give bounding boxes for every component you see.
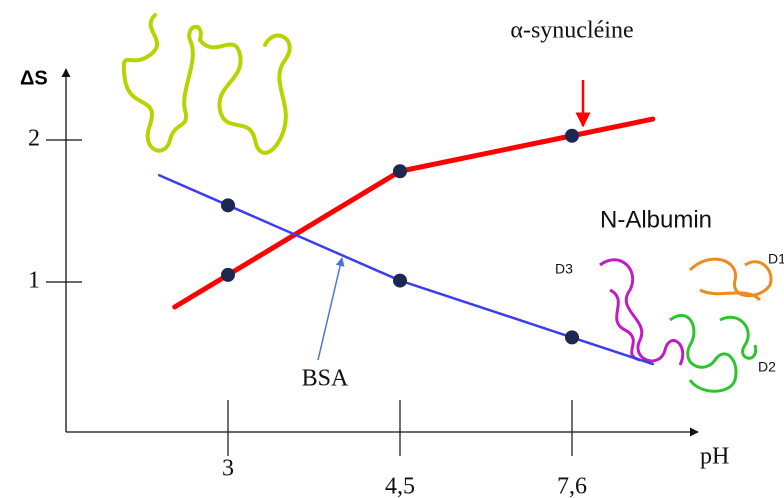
data-point bbox=[565, 330, 579, 345]
line-extension bbox=[157, 173, 230, 207]
series-line bbox=[226, 133, 573, 278]
line-extension bbox=[569, 116, 656, 139]
y-tick-label: 1 bbox=[28, 268, 40, 294]
x-tick-label: 4,5 bbox=[385, 474, 415, 498]
line-extension bbox=[172, 272, 231, 310]
annotation: D3 bbox=[555, 261, 573, 277]
albumin-illustration bbox=[599, 257, 773, 393]
y-tick-label: 2 bbox=[28, 126, 40, 152]
y-axis-label: ΔS bbox=[20, 67, 48, 89]
x-tick-label: 7,6 bbox=[557, 474, 587, 498]
x-axis-label: pH bbox=[700, 444, 729, 470]
annotation: N-Albumin bbox=[600, 206, 712, 233]
data-point bbox=[221, 198, 235, 213]
data-point bbox=[221, 267, 235, 282]
annotation: D2 bbox=[758, 359, 776, 375]
x-tick-label: 3 bbox=[222, 456, 234, 482]
data-point bbox=[565, 128, 579, 143]
series-label: α-synucléine bbox=[510, 18, 633, 44]
data-point bbox=[393, 273, 407, 288]
series-line bbox=[227, 204, 573, 339]
series-label: BSA bbox=[302, 366, 349, 392]
protein-illustration bbox=[121, 13, 292, 155]
data-point bbox=[393, 164, 407, 179]
label-arrow bbox=[317, 257, 345, 361]
line-extension bbox=[570, 336, 655, 366]
annotation: D1 bbox=[768, 251, 784, 267]
